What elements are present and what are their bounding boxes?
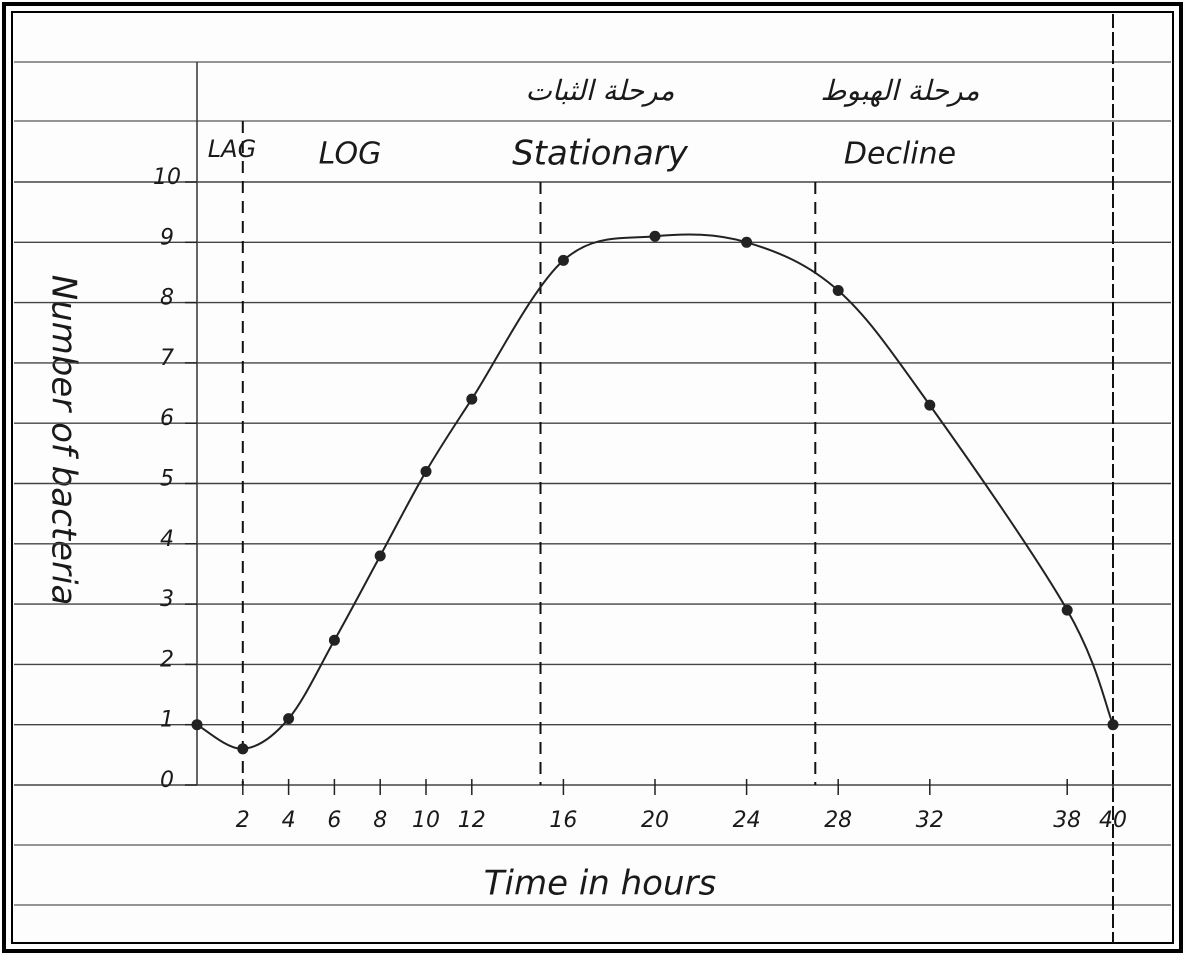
phase-label: Stationary	[512, 134, 689, 174]
y-axis-label: Number of bacteria	[44, 275, 84, 606]
phase-label: مرحلة الهبوط	[821, 74, 980, 107]
data-point	[237, 743, 249, 755]
y-tick-label: 4	[160, 527, 174, 552]
x-tick-label: 2	[236, 808, 250, 833]
data-point	[924, 399, 936, 411]
data-point	[557, 254, 569, 266]
phase-label: LOG	[319, 137, 382, 172]
data-point	[374, 550, 386, 562]
data-point	[649, 230, 661, 242]
x-tick-label: 6	[327, 808, 341, 833]
y-tick-label: 0	[160, 768, 174, 793]
x-tick-label: 20	[641, 808, 669, 833]
x-tick-label: 28	[824, 808, 852, 833]
frame-inner	[11, 11, 1174, 944]
phase-label: مرحلة الثبات	[525, 74, 674, 107]
data-point	[283, 713, 295, 725]
y-tick-label: 8	[160, 286, 174, 311]
data-point	[1061, 604, 1073, 616]
x-tick-label: 12	[458, 808, 486, 833]
x-tick-label: 38	[1053, 808, 1081, 833]
phase-label: Decline	[844, 137, 956, 172]
x-tick-label: 24	[733, 808, 761, 833]
data-point	[1107, 719, 1119, 731]
y-tick-label: 1	[160, 708, 174, 733]
data-point	[741, 236, 753, 248]
y-tick-label: 10	[153, 165, 181, 190]
data-point	[328, 634, 340, 646]
data-point	[420, 465, 432, 477]
data-point	[191, 719, 203, 731]
x-tick-label: 10	[412, 808, 440, 833]
y-tick-label: 7	[160, 346, 174, 371]
y-tick-label: 9	[160, 225, 174, 250]
x-tick-label: 16	[549, 808, 577, 833]
y-tick-label: 2	[160, 647, 174, 672]
y-tick-label: 3	[160, 587, 174, 612]
data-point	[832, 285, 844, 297]
x-tick-label: 32	[916, 808, 944, 833]
y-tick-label: 6	[160, 406, 174, 431]
x-tick-label: 4	[282, 808, 296, 833]
x-tick-label: 8	[373, 808, 387, 833]
x-axis-label: Time in hours	[484, 864, 716, 904]
data-point	[466, 393, 478, 405]
y-tick-label: 5	[160, 467, 174, 492]
phase-label: LAG	[208, 135, 256, 163]
